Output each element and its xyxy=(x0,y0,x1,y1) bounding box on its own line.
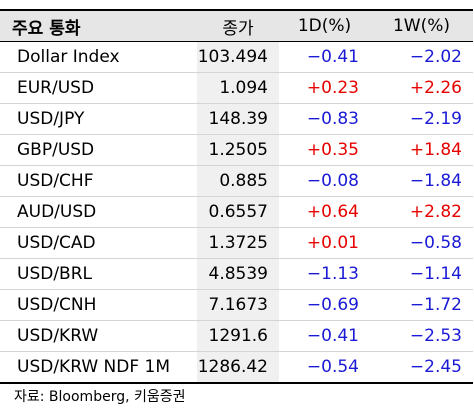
table-row: USD/BRL 4.8539 −1.13 −1.14 xyxy=(0,258,473,290)
change-1d-cell: −0.54 xyxy=(279,351,370,384)
close-price-cell: 1.2505 xyxy=(197,134,279,166)
table-row: EUR/USD 1.094 +0.23 +2.26 xyxy=(0,72,473,104)
close-price-cell: 1.3725 xyxy=(197,227,279,259)
currency-name-cell: AUD/USD xyxy=(0,196,197,228)
close-price-cell: 0.6557 xyxy=(197,196,279,228)
change-1d-cell: −1.13 xyxy=(279,258,370,290)
change-1w-cell: −2.02 xyxy=(370,41,473,73)
change-1d-cell: +0.35 xyxy=(279,134,370,166)
table-header-row: 주요 통화 종가 1D(%) 1W(%) xyxy=(0,10,473,42)
table-row: Dollar Index 103.494 −0.41 −2.02 xyxy=(0,41,473,73)
table-row: USD/KRW NDF 1M 1286.42 −0.54 −2.45 xyxy=(0,351,473,384)
change-1d-cell: −0.69 xyxy=(279,289,370,321)
change-1d-cell: −0.08 xyxy=(279,165,370,197)
table-row: USD/KRW 1291.6 −0.41 −2.53 xyxy=(0,320,473,352)
currency-name-cell: USD/BRL xyxy=(0,258,197,290)
close-price-cell: 1.094 xyxy=(197,72,279,104)
table-row: USD/CAD 1.3725 +0.01 −0.58 xyxy=(0,227,473,259)
change-1w-cell: +2.82 xyxy=(370,196,473,228)
change-1d-cell: −0.41 xyxy=(279,41,370,73)
header-currency: 주요 통화 xyxy=(0,10,197,42)
change-1w-cell: −0.58 xyxy=(370,227,473,259)
source-note: 자료: Bloomberg, 키움증권 xyxy=(14,389,186,405)
table-row: GBP/USD 1.2505 +0.35 +1.84 xyxy=(0,134,473,166)
change-1w-cell: −1.14 xyxy=(370,258,473,290)
close-price-cell: 1291.6 xyxy=(197,320,279,352)
currency-name-cell: USD/KRW xyxy=(0,320,197,352)
close-price-cell: 4.8539 xyxy=(197,258,279,290)
header-1d-change: 1D(%) xyxy=(279,10,370,42)
change-1w-cell: −2.45 xyxy=(370,351,473,384)
table-row: USD/CNH 7.1673 −0.69 −1.72 xyxy=(0,289,473,321)
change-1d-cell: +0.23 xyxy=(279,72,370,104)
change-1w-cell: +1.84 xyxy=(370,134,473,166)
change-1d-cell: −0.41 xyxy=(279,320,370,352)
table-row: USD/JPY 148.39 −0.83 −2.19 xyxy=(0,103,473,135)
change-1w-cell: −2.19 xyxy=(370,103,473,135)
close-price-cell: 148.39 xyxy=(197,103,279,135)
close-price-cell: 1286.42 xyxy=(197,351,279,384)
change-1d-cell: +0.01 xyxy=(279,227,370,259)
change-1w-cell: −1.84 xyxy=(370,165,473,197)
major-currencies-table: 주요 통화 종가 1D(%) 1W(%) Dollar Index 103.494… xyxy=(0,9,473,384)
header-1w-change: 1W(%) xyxy=(370,10,473,42)
currency-name-cell: GBP/USD xyxy=(0,134,197,166)
change-1w-cell: +2.26 xyxy=(370,72,473,104)
close-price-cell: 7.1673 xyxy=(197,289,279,321)
table-row: AUD/USD 0.6557 +0.64 +2.82 xyxy=(0,196,473,228)
currency-name-cell: EUR/USD xyxy=(0,72,197,104)
currency-name-cell: USD/CNH xyxy=(0,289,197,321)
change-1w-cell: −1.72 xyxy=(370,289,473,321)
currency-name-cell: USD/CAD xyxy=(0,227,197,259)
currency-name-cell: Dollar Index xyxy=(0,41,197,73)
header-close: 종가 xyxy=(197,10,279,42)
change-1d-cell: +0.64 xyxy=(279,196,370,228)
currency-name-cell: USD/KRW NDF 1M xyxy=(0,351,197,384)
change-1d-cell: −0.83 xyxy=(279,103,370,135)
close-price-cell: 0.885 xyxy=(197,165,279,197)
close-price-cell: 103.494 xyxy=(197,41,279,73)
currency-name-cell: USD/CHF xyxy=(0,165,197,197)
currency-name-cell: USD/JPY xyxy=(0,103,197,135)
change-1w-cell: −2.53 xyxy=(370,320,473,352)
table-row: USD/CHF 0.885 −0.08 −1.84 xyxy=(0,165,473,197)
